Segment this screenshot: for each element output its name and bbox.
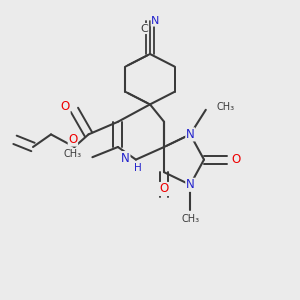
- Text: O: O: [61, 100, 70, 113]
- Text: H: H: [134, 163, 142, 173]
- Text: N: N: [186, 178, 195, 191]
- Text: CH₃: CH₃: [64, 149, 82, 159]
- Text: N: N: [121, 152, 130, 165]
- Text: N: N: [151, 16, 160, 26]
- Text: CH₃: CH₃: [181, 214, 199, 224]
- Text: O: O: [68, 133, 77, 146]
- Text: O: O: [231, 153, 240, 166]
- Text: N: N: [186, 128, 195, 141]
- Text: CH₃: CH₃: [216, 102, 234, 112]
- Text: O: O: [160, 182, 169, 196]
- Text: C: C: [141, 23, 148, 34]
